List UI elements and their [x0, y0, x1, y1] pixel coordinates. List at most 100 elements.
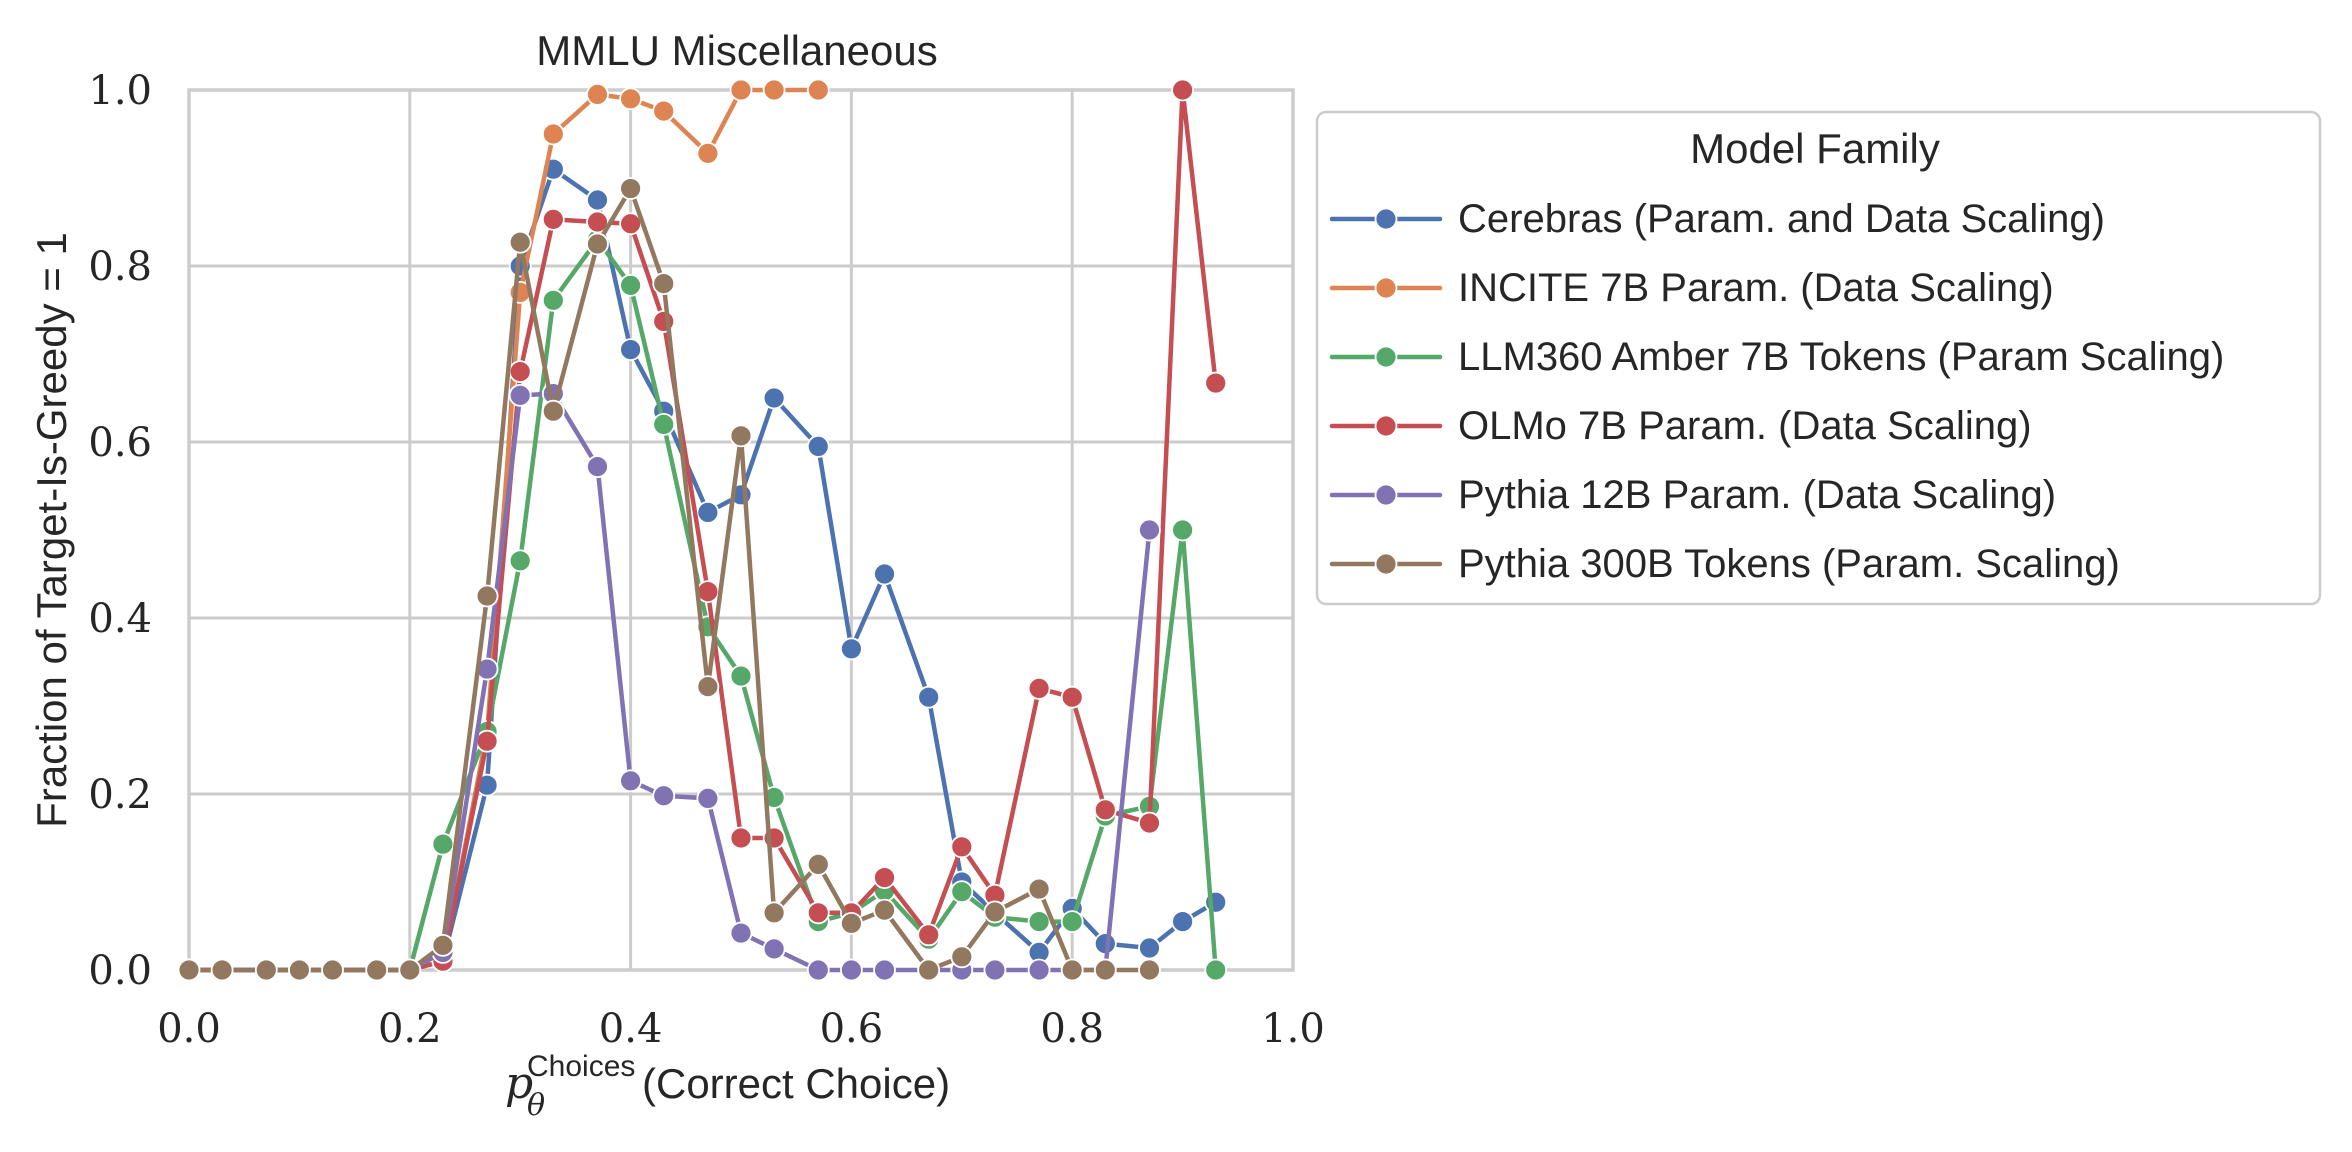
data-point: [1027, 910, 1051, 933]
legend-entry: Pythia 12B Param. (Data Scaling): [1329, 473, 2056, 517]
data-point: [652, 412, 676, 436]
legend-entries: Cerebras (Param. and Data Scaling) INCITE…: [1329, 197, 2224, 586]
data-point: [652, 99, 676, 123]
x-tick-label: 0.4: [599, 1006, 663, 1052]
series-layer: [177, 78, 1228, 982]
data-point: [873, 898, 896, 922]
data-point: [398, 958, 422, 982]
legend-label: Pythia 12B Param. (Data Scaling): [1458, 473, 2056, 517]
data-point: [1093, 958, 1117, 982]
data-point: [508, 549, 532, 573]
x-tick-label: 0.8: [1040, 1006, 1104, 1052]
y-tick-label: 0.6: [88, 420, 152, 466]
data-point: [1204, 371, 1228, 395]
data-point: [1060, 685, 1084, 709]
data-point: [762, 786, 786, 809]
data-point: [586, 210, 609, 234]
data-point: [586, 83, 609, 106]
legend-marker: [1374, 414, 1398, 438]
data-point: [950, 880, 974, 904]
data-point: [983, 958, 1007, 982]
data-point: [762, 386, 786, 410]
data-point: [619, 273, 642, 297]
series-6: [177, 177, 1161, 982]
data-point: [586, 455, 609, 479]
data-point: [729, 921, 753, 945]
legend-entry: OLMo 7B Param. (Data Scaling): [1329, 404, 2032, 448]
data-point: [950, 945, 974, 969]
x-axis-label: p Choices θ (Correct Choice): [505, 1050, 950, 1123]
data-point: [652, 272, 676, 296]
data-point: [541, 122, 565, 146]
legend-label: LLM360 Amber 7B Tokens (Param Scaling): [1458, 335, 2224, 379]
data-point: [1027, 958, 1051, 982]
legend-marker: [1374, 483, 1398, 507]
x-axis-label-subscript: θ: [527, 1088, 545, 1123]
data-point: [917, 923, 941, 947]
data-point: [1171, 78, 1194, 102]
data-point: [287, 958, 311, 982]
legend-label: OLMo 7B Param. (Data Scaling): [1458, 404, 2032, 448]
data-point: [729, 826, 753, 850]
legend-entry: Pythia 300B Tokens (Param. Scaling): [1329, 542, 2120, 586]
data-point: [762, 78, 786, 102]
legend-entry: Cerebras (Param. and Data Scaling): [1329, 197, 2105, 241]
data-point: [475, 584, 499, 608]
data-point: [917, 685, 941, 709]
legend-label: Pythia 300B Tokens (Param. Scaling): [1458, 542, 2120, 586]
data-point: [508, 230, 532, 254]
legend-label: Cerebras (Param. and Data Scaling): [1458, 197, 2105, 241]
x-tick-label: 0.0: [157, 1006, 221, 1052]
legend-entry: LLM360 Amber 7B Tokens (Param Scaling): [1329, 335, 2224, 379]
x-axis-label-base: p: [505, 1058, 533, 1109]
data-point: [806, 958, 830, 982]
data-point: [840, 911, 863, 935]
data-point: [1027, 677, 1051, 700]
data-point: [729, 78, 753, 102]
legend-title: Model Family: [1690, 125, 1940, 172]
data-point: [1138, 958, 1161, 982]
data-point: [541, 207, 565, 231]
data-point: [806, 78, 830, 102]
y-axis-label: Fraction of Target-Is-Greedy = 1: [28, 232, 75, 828]
data-point: [1171, 518, 1194, 542]
data-point: [1171, 910, 1194, 933]
data-point: [541, 399, 565, 423]
data-point: [1060, 910, 1084, 933]
data-point: [762, 901, 786, 925]
data-point: [729, 664, 753, 688]
data-point: [729, 424, 753, 448]
data-point: [1027, 877, 1051, 901]
legend-entry: INCITE 7B Param. (Data Scaling): [1329, 266, 2054, 310]
y-tick-label: 0.0: [88, 948, 152, 994]
data-point: [321, 958, 344, 982]
x-axis-label-text: (Correct Choice): [642, 1060, 950, 1107]
data-point: [1093, 798, 1117, 822]
legend-marker: [1374, 345, 1398, 369]
data-point: [475, 729, 499, 753]
data-point: [431, 832, 455, 856]
data-point: [917, 958, 941, 982]
legend-marker: [1374, 207, 1398, 231]
data-point: [696, 787, 720, 810]
data-point: [1204, 958, 1228, 982]
x-tick-label: 1.0: [1261, 1006, 1325, 1052]
data-point: [619, 338, 642, 362]
x-axis-label-superscript: Choices: [527, 1050, 635, 1083]
data-point: [806, 853, 830, 876]
data-point: [840, 637, 863, 661]
data-point: [696, 501, 720, 524]
y-tick-label: 1.0: [88, 68, 152, 114]
data-point: [619, 177, 642, 200]
data-point: [696, 141, 720, 165]
data-point: [508, 360, 532, 384]
data-point: [983, 900, 1007, 924]
data-point: [619, 87, 642, 111]
data-point: [586, 232, 609, 256]
data-point: [1138, 811, 1161, 835]
data-point: [586, 188, 609, 212]
x-tick-labels: 0.0 0.2 0.4 0.6 0.8 1.0: [157, 1006, 1325, 1052]
x-tick-label: 0.2: [378, 1006, 442, 1052]
data-point: [177, 958, 201, 982]
